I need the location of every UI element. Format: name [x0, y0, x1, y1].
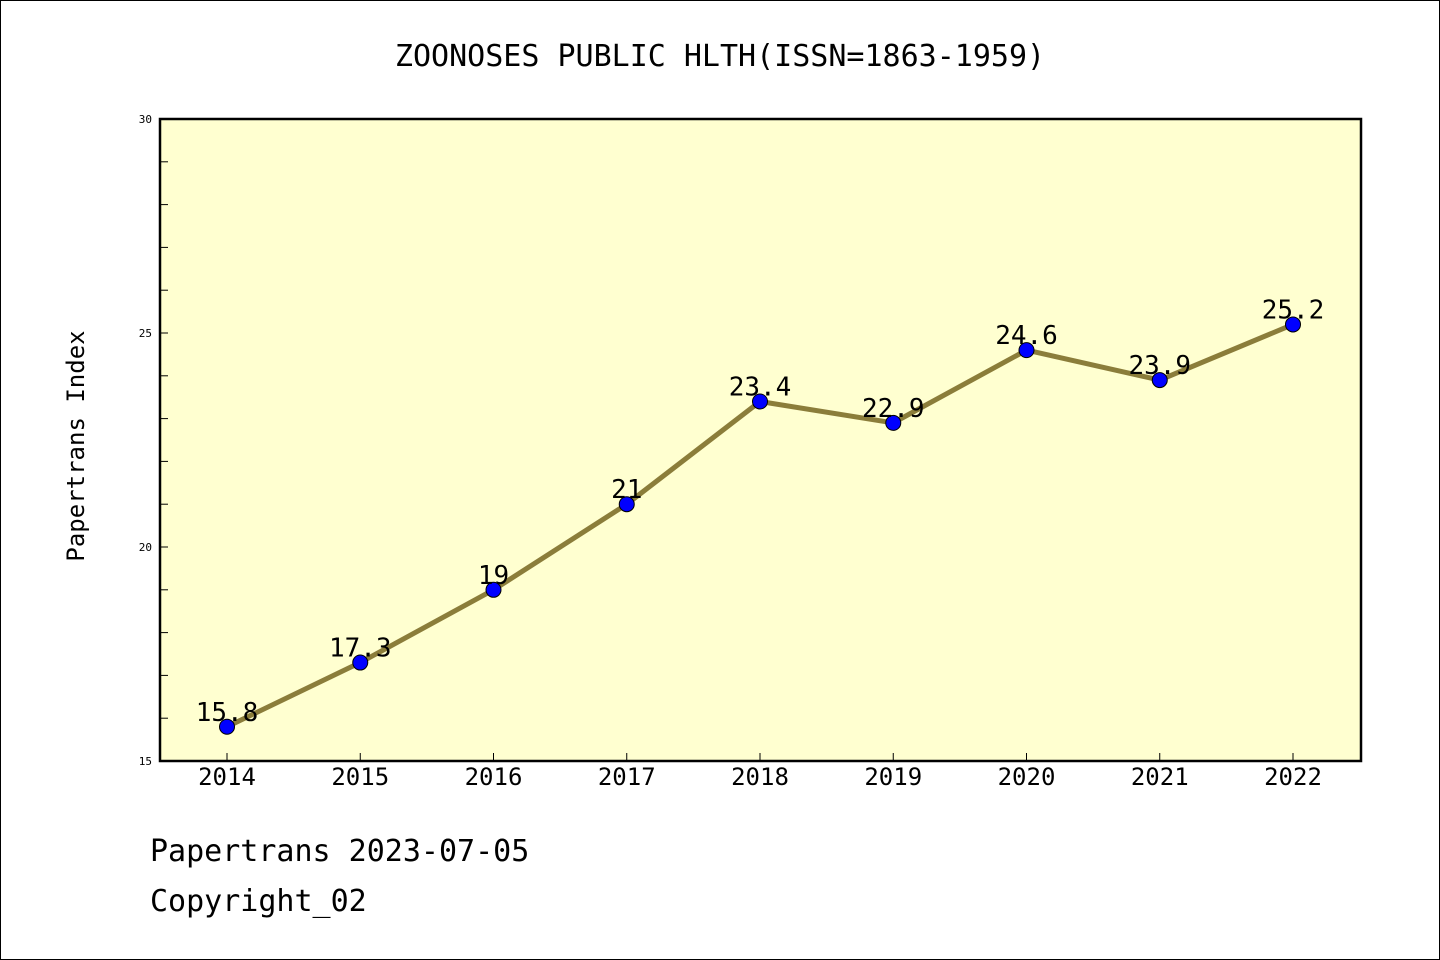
data-point	[618, 496, 635, 513]
y-axis-label: Papertrans Index	[62, 330, 90, 561]
x-tick-label: 2018	[731, 763, 789, 791]
data-label: 23.4	[729, 372, 792, 402]
y-axis-ticks: 15 20 25 30	[139, 113, 168, 768]
y-tick-label: 25	[139, 327, 152, 340]
data-point	[219, 718, 235, 735]
plot-area	[158, 117, 1363, 763]
x-tick-label: 2022	[1264, 763, 1322, 791]
data-label: 17.3	[329, 634, 392, 664]
x-tick-label: 2020	[998, 763, 1056, 791]
y-tick-label: 30	[139, 113, 152, 126]
x-tick-label: 2016	[465, 763, 523, 791]
x-tick-label: 2019	[864, 763, 922, 791]
x-tick-label: 2014	[198, 763, 256, 791]
data-label: 21	[611, 475, 642, 505]
data-label: 25.2	[1262, 295, 1325, 325]
x-axis-ticks: 2014 2015 2016 2017 2018 2019 2020 2021 2022	[198, 753, 1322, 791]
data-label: 15.8	[196, 698, 259, 728]
x-tick-label: 2017	[598, 763, 656, 791]
data-label: 19	[478, 561, 509, 591]
y-tick-label: 20	[139, 541, 152, 554]
y-tick-label: 15	[139, 755, 152, 768]
data-label: 23.9	[1128, 351, 1191, 381]
data-label: 24.6	[995, 321, 1058, 351]
data-point	[885, 414, 902, 431]
data-point	[1285, 316, 1301, 333]
footer-copyright: Copyright_02	[150, 884, 367, 919]
data-label: 22.9	[862, 394, 925, 424]
data-series: 15.8 17.3 19 21 23.4 22.9 24.6 23.9 25.2	[196, 295, 1325, 735]
footer-date: Papertrans 2023-07-05	[150, 834, 530, 869]
data-point	[485, 581, 502, 598]
x-tick-label: 2015	[331, 763, 389, 791]
data-point	[1151, 372, 1168, 389]
data-point	[352, 654, 369, 671]
x-tick-label: 2021	[1131, 763, 1189, 791]
data-point	[752, 393, 768, 410]
chart-title: ZOONOSES PUBLIC HLTH(ISSN=1863-1959)	[395, 39, 1045, 74]
data-point	[1018, 342, 1035, 359]
